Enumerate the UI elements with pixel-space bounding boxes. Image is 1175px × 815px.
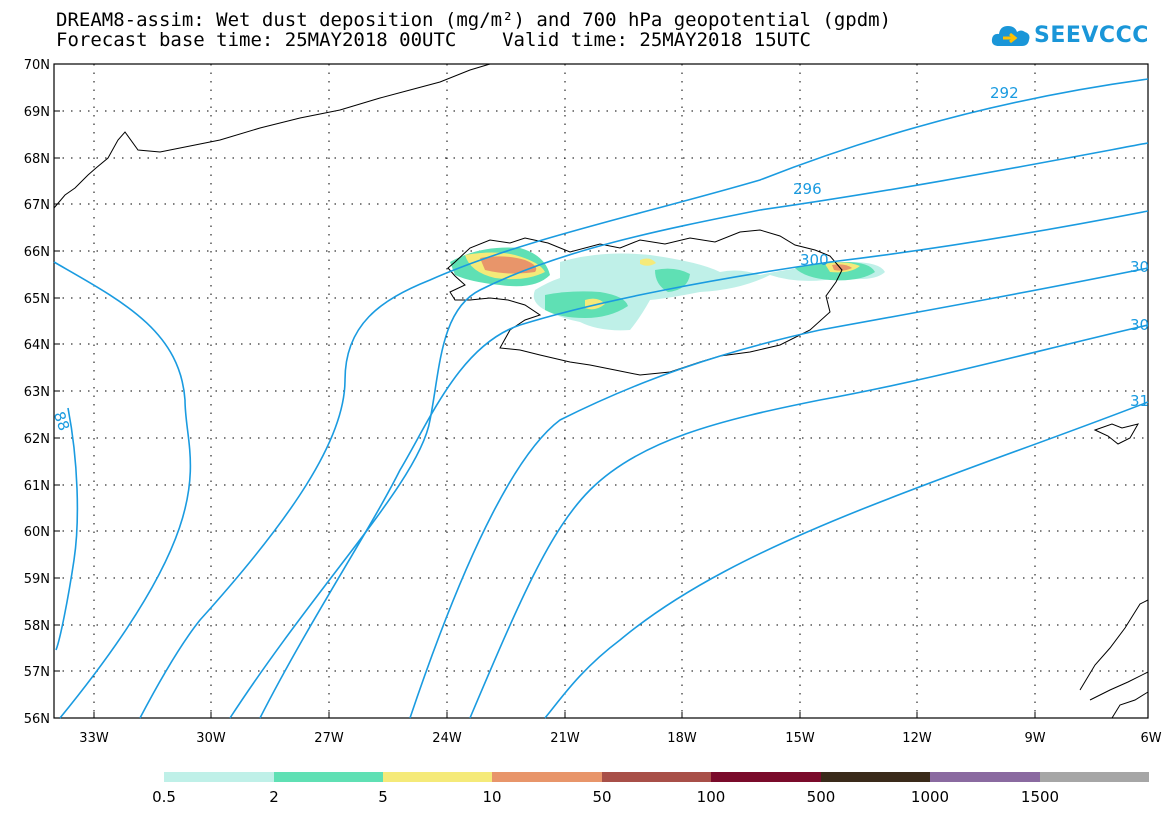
gridlines	[54, 64, 1148, 718]
colorbar-label: 1500	[1021, 788, 1059, 806]
map-subtitle: Forecast base time: 25MAY2018 00UTC Vali…	[56, 29, 811, 51]
lon-label: 18W	[667, 731, 697, 746]
lon-label: 12W	[902, 731, 932, 746]
colorbar-swatch	[492, 772, 602, 782]
lat-label: 62N	[24, 432, 50, 447]
lat-label: 57N	[24, 665, 50, 680]
colorbar-label: 100	[697, 788, 726, 806]
longitude-labels: 33W 30W 27W 24W 21W 18W 15W 12W 9W 6W	[79, 731, 1161, 746]
contour-labels: 292 296 300 30 30 31 88	[50, 84, 1149, 433]
lat-label: 63N	[24, 385, 50, 400]
colorbar-label: 2	[269, 788, 279, 806]
lat-label: 70N	[24, 58, 50, 73]
lon-label: 24W	[432, 731, 462, 746]
colorbar-swatch	[164, 772, 274, 782]
geopotential-contours	[53, 78, 1149, 719]
colorbar-label: 500	[807, 788, 836, 806]
coastlines	[53, 63, 1149, 719]
lat-label: 68N	[24, 152, 50, 167]
lat-label: 66N	[24, 245, 50, 260]
lon-label: 15W	[785, 731, 815, 746]
map-frame	[53, 63, 1149, 719]
colorbar-swatch	[1040, 772, 1149, 782]
colorbar-swatch	[711, 772, 821, 782]
colorbar-swatch	[821, 772, 930, 782]
lat-label: 58N	[24, 619, 50, 634]
map-title: DREAM8-assim: Wet dust deposition (mg/m²…	[56, 9, 892, 31]
colorbar-swatch	[930, 772, 1040, 782]
colorbar-swatch	[274, 772, 383, 782]
colorbar-label: 0.5	[152, 788, 176, 806]
colorbar	[164, 772, 1149, 782]
latitude-labels: 70N 69N 68N 67N 66N 65N 64N 63N 62N 61N …	[24, 58, 50, 727]
colorbar-label: 5	[378, 788, 388, 806]
lon-label: 27W	[314, 731, 344, 746]
contour-label: 300	[800, 251, 829, 269]
colorbar-label: 1000	[911, 788, 949, 806]
colorbar-swatch	[383, 772, 492, 782]
logo-text: SEEVCCC	[1034, 22, 1149, 48]
colorbar-labels: 0.5 2 5 10 50 100 500 1000 1500	[152, 788, 1059, 806]
contour-label: 292	[990, 84, 1019, 102]
colorbar-label: 10	[482, 788, 501, 806]
contour-label: 30	[1130, 258, 1149, 276]
lat-label: 60N	[24, 525, 50, 540]
lat-label: 65N	[24, 292, 50, 307]
lat-label: 61N	[24, 479, 50, 494]
contour-label: 88	[50, 409, 73, 433]
cloud-icon	[991, 26, 1030, 46]
contour-label: 296	[793, 180, 822, 198]
colorbar-swatch	[602, 772, 711, 782]
lon-label: 30W	[196, 731, 226, 746]
lat-label: 67N	[24, 198, 50, 213]
lat-label: 64N	[24, 338, 50, 353]
seevccc-logo: SEEVCCC	[990, 22, 1149, 48]
colorbar-label: 50	[592, 788, 611, 806]
lon-label: 33W	[79, 731, 109, 746]
contour-label: 30	[1130, 316, 1149, 334]
lon-label: 21W	[550, 731, 580, 746]
lon-label: 9W	[1024, 731, 1045, 746]
lon-label: 6W	[1140, 731, 1161, 746]
lat-label: 59N	[24, 572, 50, 587]
contour-label: 31	[1130, 392, 1149, 410]
lat-label: 56N	[24, 712, 50, 727]
lat-label: 69N	[24, 105, 50, 120]
